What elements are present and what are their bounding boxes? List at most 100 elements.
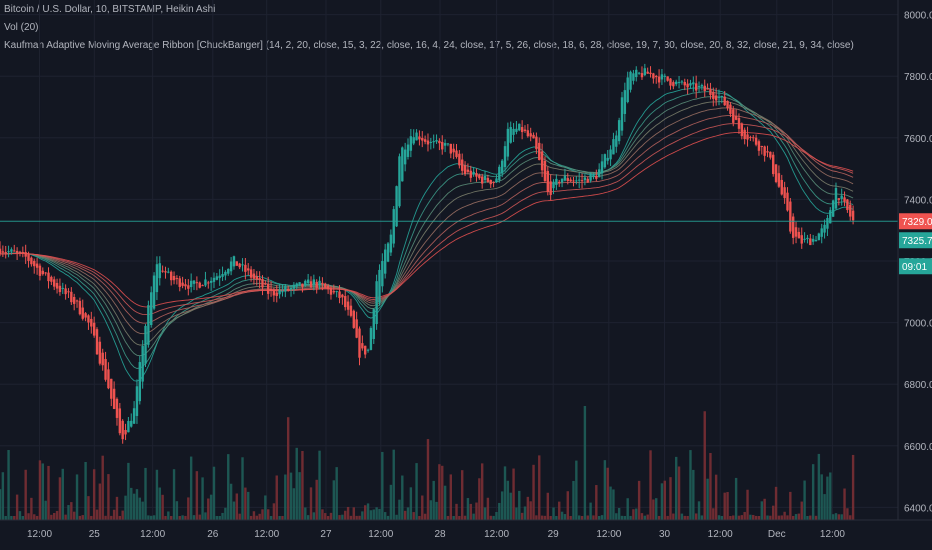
- candle-body: [443, 143, 447, 146]
- volume-bar: [700, 515, 704, 520]
- candle-body: [144, 325, 147, 364]
- volume-bar: [247, 491, 250, 520]
- volume-bar: [306, 515, 310, 520]
- volume-bar: [569, 516, 572, 520]
- ribbon-indicator-label[interactable]: Kaufman Adaptive Moving Average Ribbon […: [4, 40, 854, 51]
- volume-bar: [227, 454, 230, 520]
- candle-body: [401, 147, 404, 182]
- candle-body: [244, 264, 247, 272]
- candle-body: [269, 288, 273, 291]
- volume-bar: [597, 515, 601, 520]
- volume-bar: [589, 502, 592, 520]
- candle-body: [560, 178, 564, 183]
- candle-body: [463, 165, 467, 175]
- volume-bar: [441, 465, 444, 520]
- volume-bar: [486, 497, 490, 520]
- candle-body: [227, 268, 230, 274]
- volume-bar: [398, 499, 401, 520]
- candle-body: [53, 279, 56, 287]
- candle-body: [426, 140, 430, 145]
- volume-bar: [563, 514, 567, 520]
- volume-bar: [235, 493, 239, 520]
- candle-body: [415, 132, 418, 141]
- volume-bar: [272, 503, 276, 520]
- time-tick-label: 12:00: [596, 529, 621, 540]
- ribbon-line: [0, 87, 854, 382]
- volume-bar: [689, 450, 692, 520]
- candle-body: [441, 141, 444, 150]
- volume-bar: [583, 406, 587, 520]
- candle-body: [754, 137, 758, 145]
- candle-body: [252, 273, 256, 279]
- candle-body: [204, 279, 207, 286]
- candle-body: [264, 283, 267, 285]
- time-axis[interactable]: 12:00 25 12:00 26 12:00 27 12:00 28 12:00 29 12:00…: [0, 519, 932, 540]
- volume-bar: [218, 515, 221, 520]
- candle-body: [381, 261, 384, 287]
- volume-bar: [87, 496, 90, 520]
- candle-body: [24, 252, 27, 257]
- volume-bar: [520, 512, 524, 520]
- candle-body: [489, 179, 492, 185]
- candle-body: [107, 369, 110, 389]
- volume-bar: [275, 475, 278, 520]
- volume-bar: [734, 477, 738, 520]
- price-tick-label: 6400.00: [904, 503, 932, 514]
- candle-body: [112, 388, 116, 409]
- volume-bar: [615, 513, 618, 520]
- candle-body: [332, 291, 336, 293]
- volume-bar: [110, 515, 113, 520]
- candle-body: [740, 123, 744, 137]
- volume-bar: [344, 510, 347, 520]
- candle-body: [278, 289, 281, 295]
- volume-bar: [232, 501, 236, 520]
- candle-body: [834, 188, 838, 209]
- volume-bar: [783, 511, 786, 520]
- candle-body: [569, 179, 572, 182]
- volume-bar: [637, 480, 641, 520]
- candle-body: [586, 178, 589, 183]
- candle-body: [189, 280, 193, 288]
- price-tick-label: 6800.00: [904, 380, 932, 391]
- candle-body: [831, 200, 835, 217]
- volume-bar: [61, 468, 64, 520]
- volume-bar: [67, 505, 70, 520]
- volume-bar: [224, 507, 227, 520]
- volume-bar: [355, 515, 358, 520]
- candle-body: [512, 128, 515, 135]
- volume-bar: [500, 491, 504, 520]
- volume-bar: [609, 486, 612, 520]
- volume-bar: [786, 515, 789, 520]
- candle-body: [406, 144, 410, 157]
- candle-body: [224, 271, 227, 276]
- volume-bar: [138, 497, 142, 520]
- volume-bar: [757, 515, 761, 520]
- candle-body: [800, 235, 803, 244]
- candle-body: [723, 96, 726, 106]
- candle-body: [523, 129, 527, 131]
- candle-body: [181, 282, 184, 286]
- volume-bar: [304, 507, 307, 520]
- volume-bar: [98, 483, 102, 520]
- candle-body: [498, 166, 501, 181]
- chart-title: Bitcoin / U.S. Dollar, 10, BITSTAMP, Hei…: [4, 4, 216, 15]
- volume-bar: [381, 451, 384, 520]
- volume-bar: [543, 515, 547, 520]
- candle-body: [811, 238, 815, 242]
- volume-bar: [675, 456, 678, 520]
- volume-bar: [266, 509, 270, 520]
- volume-bar: [780, 515, 783, 520]
- candle-body: [392, 209, 395, 244]
- volume-bar: [777, 515, 781, 520]
- candle-body: [789, 201, 792, 232]
- volume-bar: [714, 474, 718, 520]
- candle-body: [412, 137, 415, 144]
- volume-bar: [53, 512, 56, 520]
- candle-body: [655, 75, 658, 78]
- volume-bar: [24, 469, 27, 520]
- volume-bar: [840, 514, 843, 520]
- volume-indicator-label[interactable]: Vol (20): [4, 22, 39, 33]
- volume-bar: [78, 515, 82, 520]
- volume-bar: [455, 503, 458, 520]
